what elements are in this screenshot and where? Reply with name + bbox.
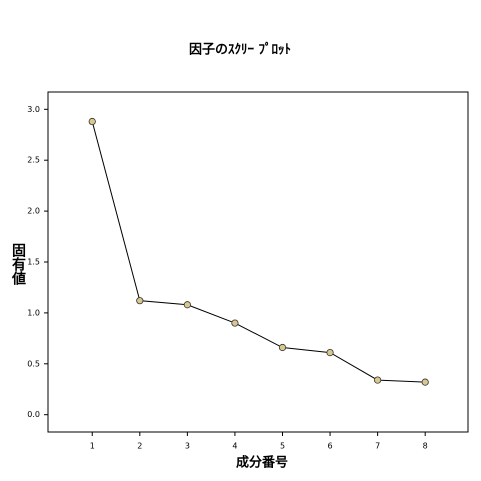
point bbox=[278, 343, 287, 352]
point bbox=[88, 117, 96, 126]
point bbox=[231, 319, 239, 327]
x-tick-label: 4 bbox=[232, 442, 237, 451]
point bbox=[136, 297, 144, 305]
y-tick-label: 2.0 bbox=[27, 207, 40, 216]
chart-title: 因子のｽｸﾘｰ ﾌﾟﾛｯﾄ bbox=[189, 42, 291, 58]
x-tick-label: 8 bbox=[423, 442, 428, 451]
x-tick-label: 2 bbox=[137, 442, 142, 451]
y-tick-label: 2.5 bbox=[27, 156, 40, 165]
point bbox=[421, 378, 429, 386]
y-tick-label: 1.0 bbox=[27, 308, 40, 317]
x-tick-label: 3 bbox=[185, 442, 190, 451]
y-tick-label: 3.0 bbox=[27, 105, 40, 114]
x-tick-label: 5 bbox=[280, 442, 285, 451]
x-tick-label: 6 bbox=[328, 442, 333, 451]
point bbox=[326, 348, 334, 357]
point bbox=[183, 301, 191, 309]
x-tick-label: 1 bbox=[90, 442, 95, 451]
x-axis-label: 成分番号 bbox=[236, 455, 288, 471]
y-tick-label: 0.5 bbox=[27, 359, 40, 368]
y-tick-label: 1.5 bbox=[27, 258, 40, 267]
y-axis-label: 固有値 bbox=[10, 243, 27, 286]
y-tick-label: 0.0 bbox=[27, 410, 40, 419]
point bbox=[374, 376, 382, 384]
series-line bbox=[91, 121, 426, 383]
x-tick-label: 7 bbox=[375, 442, 380, 451]
